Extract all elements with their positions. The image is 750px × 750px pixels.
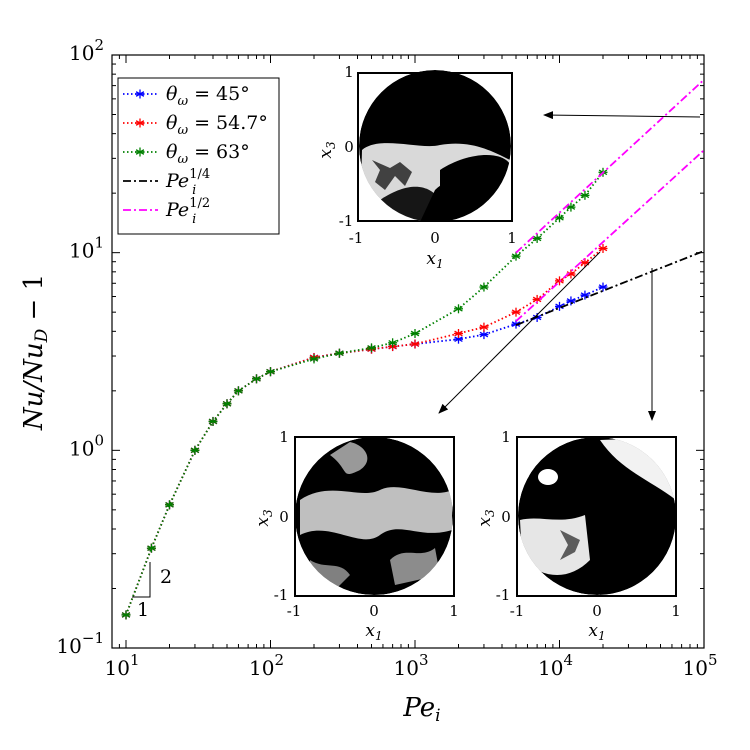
series-2-point bbox=[146, 543, 156, 553]
series-line-2 bbox=[125, 171, 604, 616]
inset-54deg-scatter bbox=[295, 437, 453, 595]
y-tick-label: 10−1 bbox=[56, 629, 104, 658]
inset-63deg-ylabel: x3 bbox=[316, 141, 338, 159]
inset-45deg-xlabel: x1 bbox=[588, 621, 605, 643]
inset-54deg-ylabel: x3 bbox=[253, 509, 275, 527]
series-1-point bbox=[454, 328, 464, 338]
series-2-point bbox=[208, 416, 218, 426]
slope-triangle: 1 2 bbox=[132, 562, 172, 621]
slope-rise-label: 2 bbox=[160, 566, 172, 588]
series-2-point bbox=[532, 233, 542, 243]
series-2-point bbox=[165, 500, 175, 510]
inset-45deg-ytick-bot: -1 bbox=[496, 586, 511, 604]
inset-63deg-ytick-mid: 0 bbox=[344, 138, 354, 156]
series-layer bbox=[121, 79, 704, 620]
inset-45deg-ytick-top: 1 bbox=[501, 428, 511, 446]
series-2-point bbox=[233, 386, 243, 396]
series-line-3 bbox=[515, 250, 704, 326]
y-tick-label: 102 bbox=[69, 36, 104, 65]
legend-marker-0 bbox=[135, 89, 145, 99]
legend-label-1: θω = 54.7° bbox=[166, 112, 268, 138]
inset-63deg-scatter bbox=[359, 70, 511, 222]
legend-marker-1 bbox=[135, 118, 145, 128]
inset-63deg: 1 0 -1 -1 0 1 x1 x3 bbox=[316, 63, 517, 271]
x-tick-label: 105 bbox=[683, 651, 718, 680]
series-2-point bbox=[511, 251, 521, 261]
inset-45deg-xtick-left: -1 bbox=[510, 602, 525, 620]
legend-label-0: θω = 45° bbox=[166, 83, 250, 109]
x-tick-label: 104 bbox=[538, 651, 573, 680]
series-2-point bbox=[580, 190, 590, 200]
inset-45deg-scatter bbox=[518, 437, 676, 595]
inset-54deg-ytick-top: 1 bbox=[279, 428, 289, 446]
series-1-point bbox=[511, 307, 521, 317]
series-0-point bbox=[580, 290, 590, 300]
series-2-point bbox=[367, 343, 377, 353]
y-tick-label: 100 bbox=[69, 431, 104, 460]
series-2-point bbox=[410, 328, 420, 338]
series-0-point bbox=[479, 330, 489, 340]
series-0-point bbox=[566, 296, 576, 306]
inset-54deg-ytick-mid: 0 bbox=[279, 508, 289, 526]
y-tick-label: 101 bbox=[69, 234, 104, 263]
inset-63deg-xtick-left: -1 bbox=[349, 229, 364, 247]
y-axis-title: Nu/NuD − 1 bbox=[19, 274, 52, 431]
inset-63deg-ytick-bot: -1 bbox=[339, 212, 354, 230]
series-line-4 bbox=[515, 79, 704, 254]
series-2-point bbox=[555, 213, 565, 223]
series-2-point bbox=[309, 354, 319, 364]
series-2-point bbox=[222, 399, 232, 409]
legend-marker-2 bbox=[135, 147, 145, 157]
inset-63deg-xtick-mid: 0 bbox=[430, 229, 440, 247]
inset-45deg: 1 0 -1 -1 0 1 x1 x3 bbox=[475, 428, 681, 643]
x-tick-label: 102 bbox=[249, 651, 284, 680]
inset-54deg-xtick-right: 1 bbox=[449, 602, 459, 620]
series-2-point bbox=[266, 367, 276, 377]
series-2-point bbox=[190, 445, 200, 455]
series-2-point bbox=[388, 338, 398, 348]
inset-45deg-ytick-mid: 0 bbox=[501, 508, 511, 526]
series-1-point bbox=[598, 243, 608, 253]
inset-54deg-xtick-left: -1 bbox=[287, 602, 302, 620]
series-0-point bbox=[598, 282, 608, 292]
inset-54deg: 1 0 -1 -1 0 1 x1 x3 bbox=[253, 428, 459, 643]
inset-45deg-xtick-right: 1 bbox=[671, 602, 681, 620]
series-2-point bbox=[334, 348, 344, 358]
legend-box bbox=[117, 77, 280, 235]
axis-ticks bbox=[111, 54, 705, 649]
inset-45deg-ylabel: x3 bbox=[475, 509, 497, 527]
inset-45deg-xtick-mid: 0 bbox=[592, 602, 602, 620]
legend-label-3: Pe1/4 i bbox=[165, 167, 210, 198]
x-tick-label: 101 bbox=[105, 651, 140, 680]
series-2-point bbox=[454, 304, 464, 314]
series-2-point bbox=[121, 610, 131, 620]
series-1-point bbox=[410, 339, 420, 349]
inset-54deg-ytick-bot: -1 bbox=[274, 586, 289, 604]
series-2-point bbox=[251, 374, 261, 384]
inset-54deg-xtick-mid: 0 bbox=[369, 602, 379, 620]
inset-63deg-xlabel: x1 bbox=[426, 249, 443, 271]
series-1-point bbox=[479, 322, 489, 332]
series-line-5 bbox=[515, 149, 704, 322]
legend-label-2: θω = 63° bbox=[166, 141, 250, 167]
arrow-to-inset-63deg bbox=[543, 111, 701, 120]
legend-label-4: Pe1/2 i bbox=[165, 196, 210, 227]
inset-54deg-xlabel: x1 bbox=[365, 621, 382, 643]
slope-run-label: 1 bbox=[137, 599, 149, 621]
series-2-point bbox=[479, 282, 489, 292]
x-axis-title: Pei bbox=[402, 693, 440, 726]
inset-63deg-ytick-top: 1 bbox=[344, 63, 354, 81]
x-tick-label: 103 bbox=[394, 651, 429, 680]
arrow-to-inset-54deg bbox=[438, 251, 601, 414]
inset-63deg-xtick-right: 1 bbox=[507, 229, 517, 247]
series-0-point bbox=[454, 334, 464, 344]
